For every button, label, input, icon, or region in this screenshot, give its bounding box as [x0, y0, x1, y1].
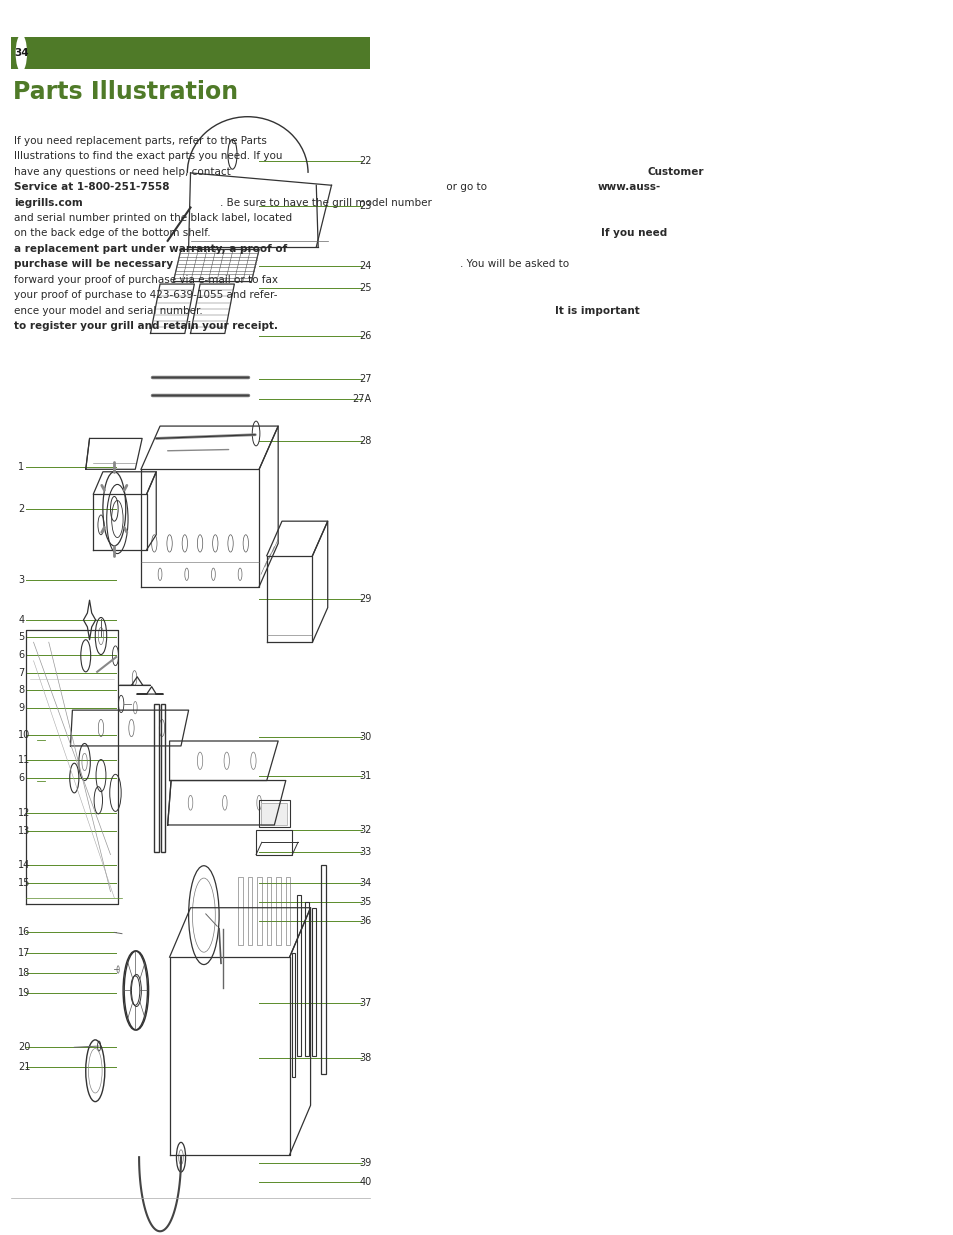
Bar — [238, 877, 242, 945]
Text: or go to: or go to — [443, 182, 490, 193]
Text: 38: 38 — [359, 1053, 371, 1063]
Text: on the back edge of the bottom shelf.: on the back edge of the bottom shelf. — [14, 228, 214, 238]
Text: 7: 7 — [18, 668, 25, 678]
Text: 21: 21 — [18, 1062, 30, 1072]
Text: 11: 11 — [18, 755, 30, 764]
Text: ence your model and serial number.: ence your model and serial number. — [14, 305, 206, 316]
Text: 26: 26 — [358, 331, 371, 341]
Text: 32: 32 — [358, 825, 371, 835]
Text: 31: 31 — [359, 771, 371, 781]
Bar — [276, 877, 280, 945]
Text: a replacement part under warranty, a proof of: a replacement part under warranty, a pro… — [14, 243, 288, 254]
Text: purchase will be necessary: purchase will be necessary — [14, 259, 173, 269]
Text: 25: 25 — [358, 283, 371, 293]
Text: 3: 3 — [18, 576, 25, 585]
Text: 37: 37 — [358, 998, 371, 1008]
Bar — [286, 877, 290, 945]
Text: It is important: It is important — [554, 305, 639, 316]
Text: Customer: Customer — [646, 167, 703, 177]
Text: 29: 29 — [358, 594, 371, 604]
Text: 27A: 27A — [352, 394, 371, 404]
Text: 35: 35 — [358, 897, 371, 906]
Text: 2: 2 — [18, 504, 25, 514]
Bar — [257, 877, 261, 945]
Bar — [305, 902, 309, 1056]
Text: 6: 6 — [18, 650, 25, 659]
Text: iegrills.com: iegrills.com — [14, 198, 83, 207]
Bar — [321, 864, 326, 1074]
Bar — [313, 908, 316, 1056]
Text: 33: 33 — [359, 847, 371, 857]
Text: 30: 30 — [359, 732, 371, 742]
Text: 22: 22 — [358, 156, 371, 165]
Text: have any questions or need help, contact: have any questions or need help, contact — [14, 167, 234, 177]
Text: 5: 5 — [18, 632, 25, 642]
Text: 10: 10 — [18, 730, 30, 740]
Bar — [292, 953, 295, 1077]
Text: If you need replacement parts, refer to the Parts: If you need replacement parts, refer to … — [14, 136, 267, 146]
Circle shape — [15, 35, 27, 72]
Bar — [255, 830, 292, 855]
Text: www.auss-: www.auss- — [597, 182, 660, 193]
Text: . Be sure to have the grill model number: . Be sure to have the grill model number — [220, 198, 432, 207]
Bar — [261, 803, 287, 825]
Text: 18: 18 — [18, 968, 30, 978]
Text: 36: 36 — [359, 916, 371, 926]
Text: 19: 19 — [18, 988, 30, 998]
Text: 34: 34 — [359, 878, 371, 888]
Text: 17: 17 — [18, 948, 30, 958]
Text: 34: 34 — [14, 48, 29, 58]
Text: 16: 16 — [18, 927, 30, 937]
Text: 1: 1 — [18, 462, 25, 472]
Bar — [261, 803, 287, 825]
Text: and serial number printed on the black label, located: and serial number printed on the black l… — [14, 212, 293, 224]
Text: to register your grill and retain your receipt.: to register your grill and retain your r… — [14, 321, 278, 331]
Bar — [10, 37, 370, 69]
Text: 6: 6 — [18, 773, 25, 783]
Text: 4: 4 — [18, 615, 25, 625]
Text: 8: 8 — [18, 685, 25, 695]
Text: Service at 1-800-251-7558: Service at 1-800-251-7558 — [14, 182, 170, 193]
Bar — [248, 877, 252, 945]
Text: Parts Illustration: Parts Illustration — [13, 80, 238, 104]
Bar — [161, 704, 165, 852]
Text: 40: 40 — [359, 1177, 371, 1187]
Text: If you need: If you need — [600, 228, 666, 238]
Text: your proof of purchase to 423-639-1055 and refer-: your proof of purchase to 423-639-1055 a… — [14, 290, 277, 300]
Text: 14: 14 — [18, 860, 30, 869]
Text: 12: 12 — [18, 808, 30, 818]
Bar — [297, 895, 301, 1056]
Text: 23: 23 — [358, 201, 371, 211]
Text: 20: 20 — [18, 1042, 30, 1052]
Text: 15: 15 — [18, 878, 30, 888]
Text: forward your proof of purchase via e-mail or to fax: forward your proof of purchase via e-mai… — [14, 274, 278, 285]
Text: 13: 13 — [18, 826, 30, 836]
Text: . You will be asked to: . You will be asked to — [460, 259, 569, 269]
Text: 27: 27 — [358, 374, 371, 384]
Text: 28: 28 — [358, 436, 371, 446]
Text: Illustrations to find the exact parts you need. If you: Illustrations to find the exact parts yo… — [14, 151, 283, 162]
Bar — [259, 800, 290, 827]
Bar — [267, 877, 271, 945]
Text: 39: 39 — [359, 1158, 371, 1168]
Text: 9: 9 — [18, 703, 25, 713]
Bar — [154, 704, 159, 852]
Text: 24: 24 — [358, 261, 371, 270]
